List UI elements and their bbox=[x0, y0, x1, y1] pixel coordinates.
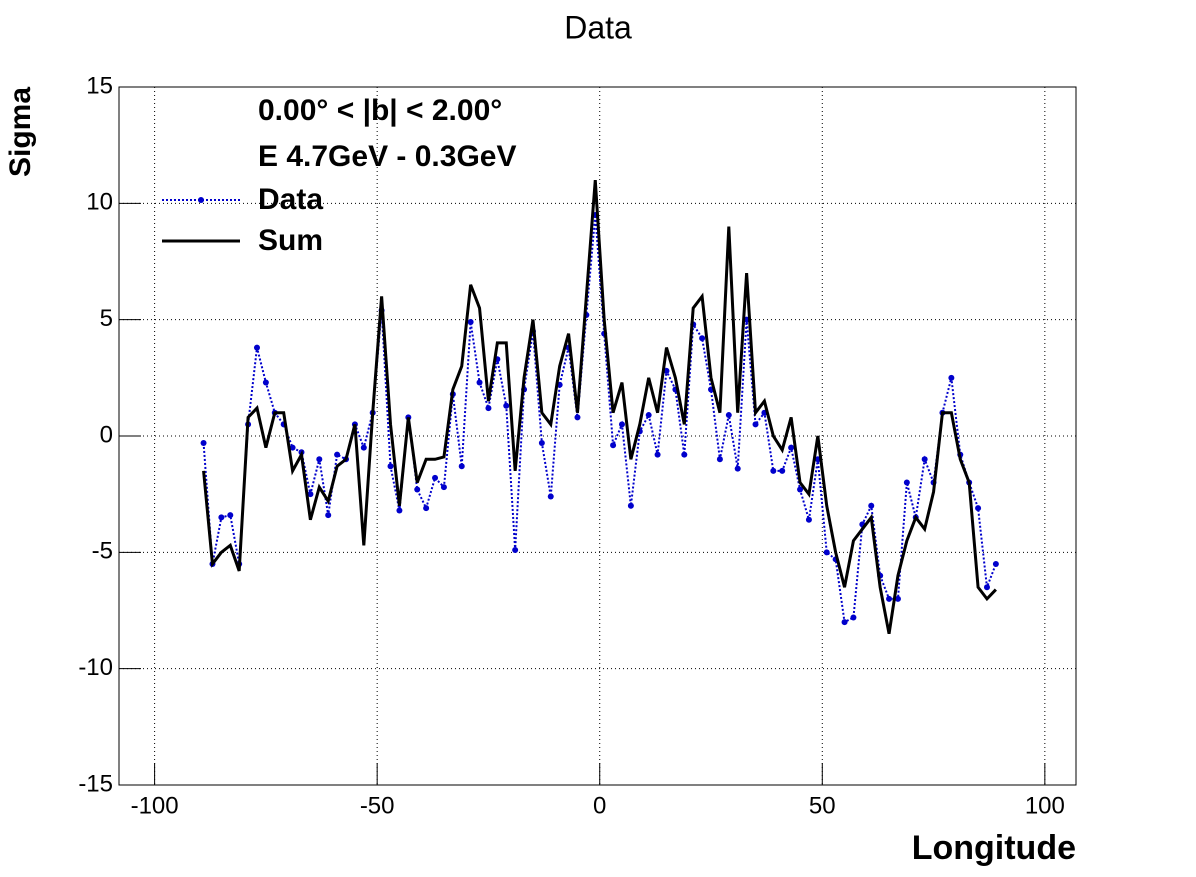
data-point bbox=[716, 456, 723, 463]
data-point bbox=[316, 456, 323, 463]
data-point bbox=[253, 344, 260, 351]
data-point bbox=[512, 547, 519, 554]
data-point bbox=[903, 479, 910, 486]
data-point bbox=[227, 512, 234, 519]
data-point bbox=[654, 451, 661, 458]
x-axis-label: Longitude bbox=[912, 829, 1076, 867]
annotation: E 4.7GeV - 0.3GeV bbox=[258, 140, 516, 173]
data-point bbox=[681, 451, 688, 458]
data-point bbox=[200, 439, 207, 446]
x-tick-label: 0 bbox=[593, 792, 606, 819]
data-point bbox=[610, 442, 617, 449]
data-point bbox=[894, 595, 901, 602]
y-tick-label: -15 bbox=[78, 770, 113, 797]
x-tick-label: -50 bbox=[360, 792, 395, 819]
data-point bbox=[432, 474, 439, 481]
series-line bbox=[202, 179, 997, 635]
data-point bbox=[699, 335, 706, 342]
data-point bbox=[886, 595, 893, 602]
y-tick-label: 15 bbox=[86, 72, 113, 99]
legend-marker bbox=[198, 197, 204, 203]
data-point bbox=[538, 439, 545, 446]
data-point bbox=[788, 444, 795, 451]
data-point bbox=[325, 512, 332, 519]
data-point bbox=[948, 374, 955, 381]
chart-title: Data bbox=[564, 9, 632, 45]
data-point bbox=[627, 502, 634, 509]
data-point bbox=[423, 505, 430, 512]
y-axis-label: Sigma bbox=[4, 87, 37, 177]
data-point bbox=[307, 491, 314, 498]
data-point bbox=[797, 486, 804, 493]
y-tick-label: -10 bbox=[78, 654, 113, 681]
data-point bbox=[868, 502, 875, 509]
data-point bbox=[725, 412, 732, 419]
data-point bbox=[823, 549, 830, 556]
data-point bbox=[289, 444, 296, 451]
y-tick-label: 0 bbox=[100, 421, 113, 448]
y-tick-label: 10 bbox=[86, 189, 113, 216]
series-line bbox=[202, 214, 997, 624]
data-point bbox=[921, 456, 928, 463]
data-point bbox=[752, 421, 759, 428]
data-point bbox=[458, 463, 465, 470]
data-point bbox=[975, 505, 982, 512]
data-point bbox=[618, 421, 625, 428]
data-point bbox=[396, 507, 403, 514]
legend-label: Data bbox=[258, 183, 323, 216]
data-point bbox=[334, 451, 341, 458]
data-point bbox=[262, 379, 269, 386]
data-point bbox=[645, 412, 652, 419]
data-point bbox=[440, 484, 447, 491]
annotation: 0.00° < |b| < 2.00° bbox=[258, 94, 502, 127]
data-point bbox=[360, 444, 367, 451]
data-point bbox=[850, 614, 857, 621]
data-point bbox=[841, 619, 848, 626]
data-point bbox=[547, 493, 554, 500]
data-point bbox=[992, 560, 999, 567]
data-point bbox=[734, 465, 741, 472]
data-point bbox=[485, 405, 492, 412]
x-tick-label: -100 bbox=[131, 792, 179, 819]
x-tick-label: 50 bbox=[809, 792, 836, 819]
data-point bbox=[983, 584, 990, 591]
y-tick-label: -5 bbox=[92, 538, 113, 565]
data-point bbox=[574, 414, 581, 421]
x-tick-label: 100 bbox=[1025, 792, 1065, 819]
data-point bbox=[805, 516, 812, 523]
y-tick-label: 5 bbox=[100, 305, 113, 332]
data-point bbox=[503, 402, 510, 409]
legend-label: Sum bbox=[258, 224, 323, 257]
data-point bbox=[476, 379, 483, 386]
data-point bbox=[770, 467, 777, 474]
data-point bbox=[467, 318, 474, 325]
data-point bbox=[414, 486, 421, 493]
data-point bbox=[779, 467, 786, 474]
data-point bbox=[218, 514, 225, 521]
data-point bbox=[387, 463, 394, 470]
